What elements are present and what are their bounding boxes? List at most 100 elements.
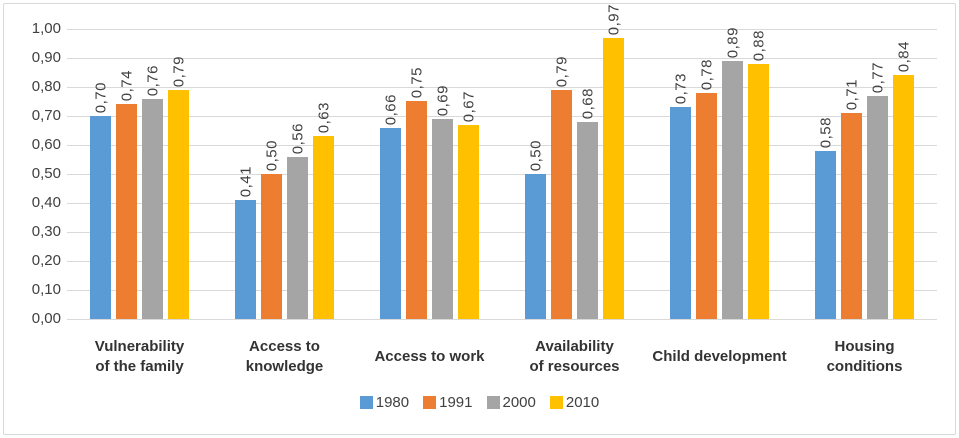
bar-1991: 0,78: [696, 59, 717, 319]
legend-swatch: [549, 396, 563, 409]
y-tick-label: 0,90: [31, 49, 61, 66]
bar-value-label: 0,88: [750, 29, 767, 61]
bar-value-label: 0,41: [237, 165, 254, 197]
bar-value-label: 0,68: [579, 87, 596, 119]
bar-value-label: 0,66: [382, 93, 399, 125]
bar-value-label: 0,76: [144, 64, 161, 96]
gridline: [67, 319, 937, 320]
bar-value-label: 0,77: [869, 61, 886, 93]
y-tick-label: 0,10: [31, 281, 61, 298]
legend-label: 2000: [502, 394, 536, 411]
legend-swatch: [359, 396, 373, 409]
bar-value-label: 0,63: [315, 101, 332, 133]
chart-frame: 1,00 0,90 0,80 0,70 0,60 0,50 0,40 0,30 0,20 0,10…: [3, 3, 956, 435]
bar-2000: 0,76: [142, 65, 163, 319]
bar-value-label: 0,50: [263, 139, 280, 171]
bar-value-label: 0,79: [170, 55, 187, 87]
x-category-label: Access to knowledge: [245, 338, 324, 375]
x-category-label: Vulnerability of the family: [94, 338, 185, 375]
bar-1991: 0,71: [841, 79, 862, 319]
bar-value-label: 0,75: [408, 66, 425, 98]
y-tick-label: 0,50: [31, 165, 61, 182]
gridline: [67, 174, 937, 175]
bar-value-label: 0,73: [672, 72, 689, 104]
bar-2000: 0,68: [577, 88, 598, 319]
bar-2010: 0,79: [168, 56, 189, 319]
bar-value-label: 0,70: [92, 81, 109, 113]
gridline: [67, 116, 937, 117]
bar-value-label: 0,69: [434, 84, 451, 116]
x-axis: Vulnerability of the family Access to kno…: [67, 334, 937, 380]
bar-1991: 0,79: [551, 56, 572, 319]
legend-item-1980: 1980: [359, 394, 410, 411]
legend-swatch: [423, 396, 437, 409]
bar-2010: 0,97: [603, 4, 624, 319]
bar-group: 0,66 0,75 0,69 0,67: [357, 29, 502, 319]
bar-1980: 0,73: [670, 73, 691, 319]
bar-1980: 0,58: [815, 117, 836, 319]
legend-label: 2010: [565, 394, 600, 411]
y-tick-label: 1,00: [31, 20, 61, 37]
bar-2000: 0,69: [432, 85, 453, 319]
gridline: [67, 58, 937, 59]
x-category-label: Availability of resources: [529, 338, 620, 375]
bar-group: 0,58 0,71 0,77 0,84: [792, 29, 937, 319]
y-tick-label: 0,70: [31, 107, 61, 124]
bar-1980: 0,41: [235, 166, 256, 319]
bar-group: 0,50 0,79 0,68 0,97: [502, 4, 647, 319]
bar-value-label: 0,71: [843, 78, 860, 110]
legend-label: 1991: [439, 394, 473, 411]
bar-value-label: 0,74: [118, 69, 135, 101]
gridline: [67, 145, 937, 146]
bar-2010: 0,67: [458, 91, 479, 319]
bar-2000: 0,77: [867, 62, 888, 319]
y-tick-label: 0,60: [31, 136, 61, 153]
legend-item-2000: 2000: [486, 394, 536, 411]
bar-group: 0,70 0,74 0,76 0,79: [67, 29, 212, 319]
bar-2010: 0,88: [748, 30, 769, 319]
legend: 1980 1991 2000 2010: [4, 394, 955, 411]
y-tick-label: 0,80: [31, 78, 61, 95]
x-category-label: Access to work: [374, 348, 485, 365]
bar-1991: 0,75: [406, 67, 427, 319]
bar-group: 0,41 0,50 0,56 0,63: [212, 29, 357, 319]
bar-value-label: 0,56: [289, 122, 306, 154]
bar-2000: 0,56: [287, 123, 308, 319]
bar-groups-layer: 0,70 0,74 0,76 0,79 0,41 0,50 0,56 0,63 0,66 0,75…: [67, 4, 937, 319]
legend-label: 1980: [375, 394, 410, 411]
bar-1991: 0,50: [261, 140, 282, 319]
bar-value-label: 0,84: [895, 40, 912, 72]
bar-1980: 0,70: [90, 82, 111, 319]
y-tick-label: 0,20: [31, 252, 61, 269]
bar-value-label: 0,79: [553, 55, 570, 87]
y-tick-label: 0,30: [31, 223, 61, 240]
bar-value-label: 0,78: [698, 58, 715, 90]
bar-1991: 0,74: [116, 70, 137, 319]
y-tick-label: 0,40: [31, 194, 61, 211]
bar-value-label: 0,67: [460, 90, 477, 122]
y-axis: 1,00 0,90 0,80 0,70 0,60 0,50 0,40 0,30 0,20 0,10…: [4, 4, 61, 434]
bar-2000: 0,89: [722, 27, 743, 319]
bar-2010: 0,84: [893, 41, 914, 319]
bar-value-label: 0,89: [724, 26, 741, 58]
bar-group: 0,73 0,78 0,89 0,88: [647, 27, 792, 319]
x-category-label: Child development: [652, 348, 787, 365]
bar-1980: 0,66: [380, 94, 401, 319]
bar-1980: 0,50: [525, 140, 546, 319]
bar-2010: 0,63: [313, 102, 334, 319]
plot-area: 0,70 0,74 0,76 0,79 0,41 0,50 0,56 0,63 0,66 0,75…: [67, 4, 937, 320]
bar-value-label: 0,97: [605, 3, 622, 35]
gridline: [67, 87, 937, 88]
legend-item-1991: 1991: [423, 394, 473, 411]
legend-swatch: [486, 396, 500, 409]
gridline: [67, 232, 937, 233]
y-tick-label: 0,00: [31, 310, 61, 327]
bar-value-label: 0,58: [817, 116, 834, 148]
gridline: [67, 203, 937, 204]
x-category-label: Housing conditions: [826, 338, 903, 375]
gridline: [67, 290, 937, 291]
gridline: [67, 29, 937, 30]
bar-value-label: 0,50: [527, 139, 544, 171]
gridline: [67, 261, 937, 262]
legend-item-2010: 2010: [549, 394, 600, 411]
